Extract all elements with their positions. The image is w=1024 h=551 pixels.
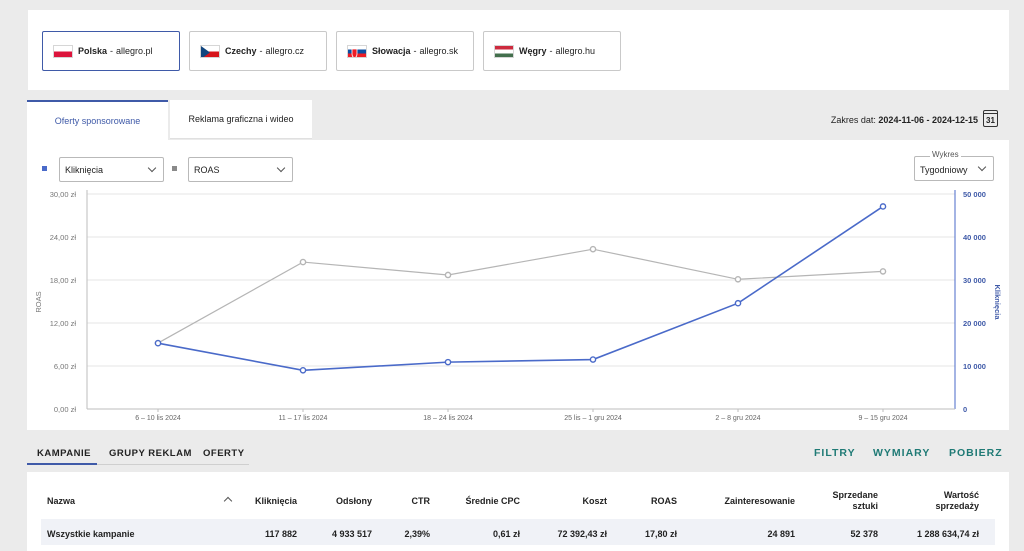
y-right-axis-label: Kliknięcia [993,284,1002,320]
hungary-flag-icon [494,44,514,58]
chart-type-legend: Wykres [930,150,961,159]
column-header-name[interactable]: Nazwa [47,496,76,506]
clicks-series-line [157,205,884,372]
cell-cost: 72 392,43 zł [557,529,607,539]
date-range-label: Zakres dat: [830,115,876,125]
y-right-tick-label: 10 000 [963,362,986,371]
clicks-data-point [734,299,742,307]
market-domain: allegro.cz [265,46,305,56]
cell-clicks: 117 882 [264,529,297,539]
y-right-tick-label: 50 000 [963,190,986,199]
tab-campaigns[interactable]: KAMPANIE [37,448,91,459]
cell-roas: 17,80 zł [644,529,677,539]
y-right-tick-label: 20 000 [963,319,986,328]
column-header-avg-cpc[interactable]: Średnie CPC [465,496,520,506]
left-metric-select[interactable]: Kliknięcia [59,157,164,182]
market-name: Polska [78,46,108,56]
market-hungary[interactable]: Węgry - allegro.hu [483,31,621,71]
cell-interest: 24 891 [767,529,795,539]
column-header-sales-value[interactable]: Wartość sprzedaży [935,490,979,511]
tabs-divider [27,464,249,465]
cell-units-sold: 52 378 [850,529,878,539]
weekly-line-chart: 0,00 zł 6,00 zł 12,00 zł 18,00 zł 24,00 zł 30… [34,190,1002,422]
column-header-interest[interactable]: Zainteresowanie [724,496,795,506]
roas-legend-swatch [172,166,177,171]
x-tick-label: 25 lis – 1 gru 2024 [564,415,622,422]
cell-ctr: 2,39% [404,529,430,539]
market-name: Węgry [519,46,547,56]
download-button[interactable]: POBIERZ [949,447,1003,459]
market-poland[interactable]: Polska - allegro.pl [42,31,180,71]
clicks-data-point [444,358,452,366]
cell-sales-value: 1 288 634,74 zł [916,529,979,539]
x-tick-label: 6 – 10 lis 2024 [135,415,181,422]
y-right-tick-label: 30 000 [963,276,986,285]
y-left-tick-label: 30,00 zł [50,190,77,199]
table-row-summary[interactable] [41,519,995,545]
czech-flag-icon [200,44,220,58]
clicks-legend-swatch [42,166,47,171]
market-domain: allegro.pl [116,46,153,56]
market-slovakia[interactable]: Słowacja - allegro.sk [336,31,474,71]
date-range-value: 2024-11-06 - 2024-12-15 [878,115,978,125]
column-header-roas[interactable]: ROAS [650,496,677,506]
market-czech[interactable]: Czechy - allegro.cz [189,31,327,71]
column-header-cost[interactable]: Koszt [582,496,608,506]
market-domain: allegro.sk [419,46,459,56]
x-tick-label: 9 – 15 gru 2024 [858,415,907,422]
date-range: Zakres dat: 2024-11-06 - 2024-12-15 [831,115,978,125]
clicks-data-point [299,366,307,374]
market-selector: Polska - allegro.pl Czechy - allegro.cz Słow… [28,10,1009,90]
cell-name: Wszystkie kampanie [47,529,135,539]
market-name: Słowacja [372,46,411,56]
roas-data-point [444,271,452,279]
x-tick-label: 11 – 17 lis 2024 [279,415,328,422]
tab-sponsored-offers[interactable]: Oferty sponsorowane [27,100,168,140]
calendar-icon[interactable]: 31 [983,110,998,127]
tab-ad-groups[interactable]: GRUPY REKLAM [109,448,192,459]
chart-panel [27,140,1009,430]
sort-asc-icon[interactable] [223,496,233,506]
roas-data-point [734,275,742,283]
column-header-clicks[interactable]: Kliknięcia [254,496,297,506]
tab-offers[interactable]: OFERTY [203,448,245,459]
y-left-tick-label: 6,00 zł [54,362,76,371]
roas-data-point [879,268,887,275]
slovakia-flag-icon [347,44,367,58]
clicks-data-point [879,203,887,210]
y-right-tick-label: 0 [963,405,967,414]
y-left-axis-label: ROAS [34,291,43,312]
market-domain: allegro.hu [555,46,596,56]
cell-impressions: 4 933 517 [331,529,372,539]
campaigns-table: Nazwa Kliknięcia Odsłony CTR Średnie CPC… [27,472,1009,551]
column-header-impressions[interactable]: Odsłony [335,496,372,506]
tab-display-video-ads[interactable]: Reklama graficzna i wideo [170,100,312,138]
roas-data-point [299,258,307,266]
active-tab-indicator [27,463,97,465]
y-left-tick-label: 18,00 zł [50,276,77,285]
y-left-tick-label: 0,00 zł [54,405,76,414]
y-left-tick-label: 24,00 zł [50,233,77,242]
dimensions-button[interactable]: WYMIARY [873,447,931,459]
right-metric-select[interactable]: ROAS [188,157,293,182]
poland-flag-icon [53,44,73,58]
column-header-units-sold[interactable]: Sprzedane sztuki [832,490,878,511]
clicks-data-point [154,339,162,347]
x-tick-label: 18 – 24 lis 2024 [423,415,473,422]
filters-button[interactable]: FILTRY [814,447,856,459]
column-header-ctr[interactable]: CTR [411,496,431,506]
cell-avg-cpc: 0,61 zł [492,529,520,539]
x-tick-label: 2 – 8 gru 2024 [715,415,760,422]
clicks-data-point [589,356,597,363]
market-name: Czechy [225,46,257,56]
y-left-tick-label: 12,00 zł [50,319,77,328]
y-right-tick-label: 40 000 [963,233,986,242]
roas-data-point [589,245,597,253]
roas-series-line [157,248,884,344]
